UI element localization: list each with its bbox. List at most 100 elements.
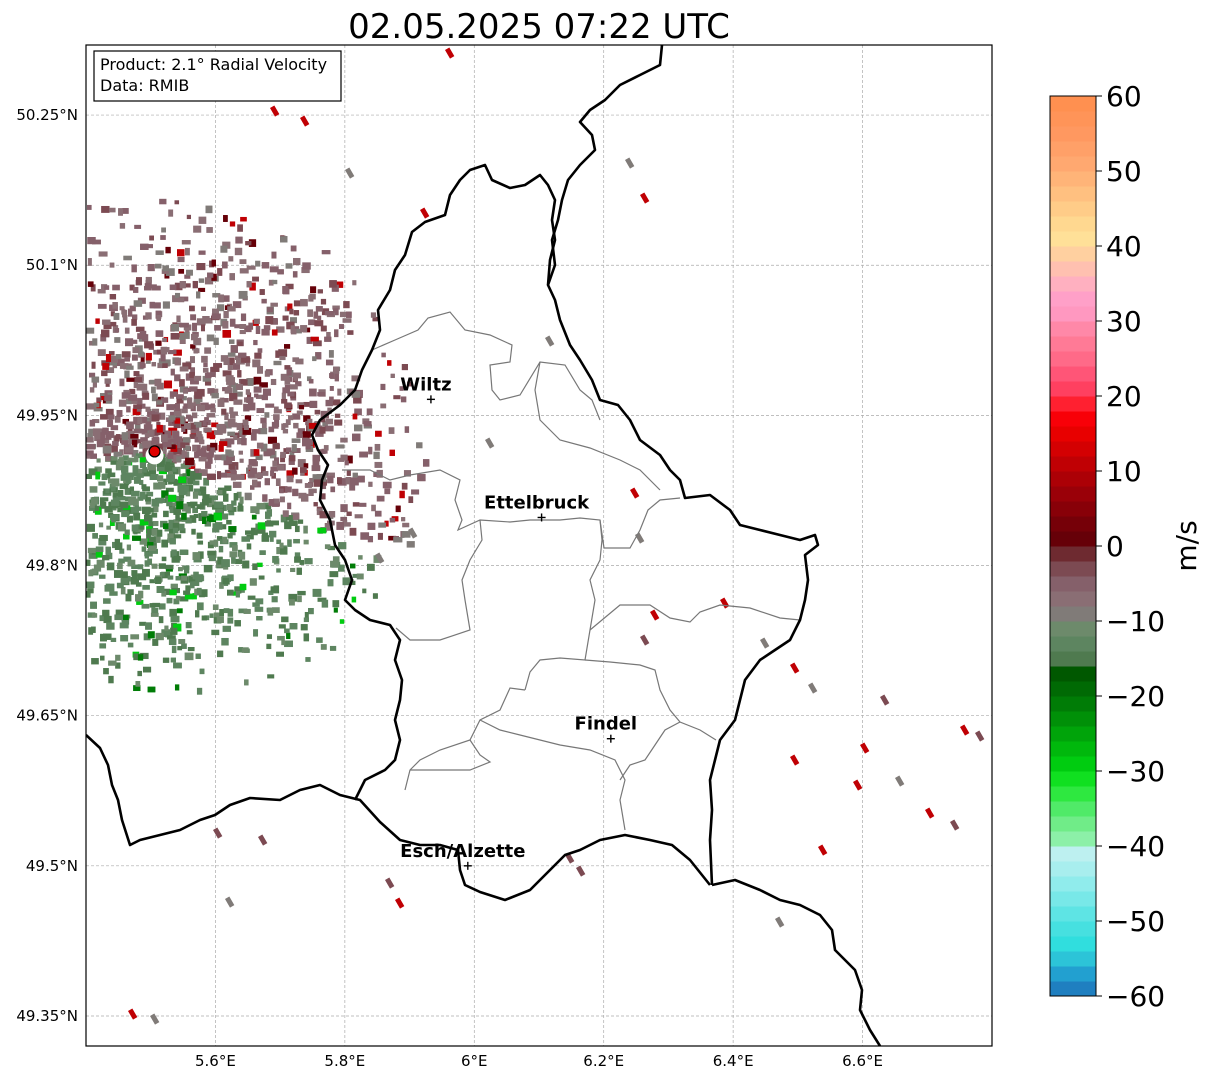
- velocity-cell: [382, 481, 392, 489]
- velocity-cell: [367, 522, 376, 530]
- velocity-cell: [136, 473, 144, 478]
- velocity-cell: [144, 552, 149, 559]
- velocity-cell: [100, 655, 105, 661]
- axis-ticks: 5.6°E 5.8°E 6°E 6.2°E 6.4°E 6.6°E 50.25°N 50.1°…: [16, 106, 883, 1070]
- velocity-cell: [203, 427, 212, 433]
- velocity-cell: [184, 274, 191, 279]
- velocity-cell: [259, 289, 265, 295]
- velocity-cell: [252, 276, 259, 282]
- velocity-cell: [156, 460, 165, 467]
- velocity-cell: [155, 576, 162, 584]
- velocity-cell: [172, 623, 182, 632]
- velocity-cell: [279, 542, 284, 549]
- velocity-cell: [108, 675, 114, 684]
- colorbar-segment: [1050, 426, 1096, 442]
- velocity-cell: [99, 534, 108, 541]
- velocity-cell: [159, 430, 164, 435]
- velocity-cell: [156, 586, 165, 593]
- colorbar-segment: [1050, 756, 1096, 772]
- velocity-cell: [124, 529, 130, 535]
- colorbar-segment: [1050, 486, 1096, 502]
- velocity-cell: [256, 442, 264, 449]
- velocity-cell: [168, 415, 176, 421]
- velocity-cell: [390, 373, 395, 378]
- velocity-cell: [133, 476, 141, 484]
- colorbar-tick-label: 20: [1106, 380, 1142, 413]
- velocity-cell: [343, 301, 350, 309]
- velocity-cell: [224, 412, 229, 421]
- velocity-cell: [145, 417, 152, 424]
- velocity-cell: [265, 521, 274, 527]
- velocity-cell: [225, 375, 234, 382]
- velocity-cell: [182, 503, 188, 512]
- velocity-cell: [219, 441, 228, 446]
- velocity-cell: [337, 478, 347, 486]
- velocity-cell: [176, 397, 184, 404]
- velocity-cell: [126, 430, 135, 438]
- velocity-cell: [384, 520, 389, 527]
- velocity-cell: [336, 521, 345, 530]
- velocity-cell: [163, 510, 169, 518]
- velocity-cell: [116, 496, 126, 501]
- velocity-cell: [278, 624, 286, 629]
- velocity-cell: [338, 324, 344, 329]
- velocity-cell: [342, 520, 348, 527]
- velocity-cell: [147, 686, 156, 693]
- velocity-cell: [330, 560, 339, 568]
- velocity-cell: [95, 546, 104, 553]
- velocity-cell: [296, 410, 303, 415]
- velocity-cell: [105, 488, 110, 494]
- velocity-cell: [134, 506, 142, 511]
- velocity-cell: [160, 346, 168, 355]
- velocity-cell: [270, 378, 277, 386]
- velocity-cell: [126, 515, 133, 523]
- velocity-cell: [233, 399, 243, 405]
- velocity-cell: [196, 587, 202, 596]
- velocity-cell: [253, 449, 260, 456]
- velocity-cell: [192, 445, 198, 452]
- velocity-cell: [340, 504, 348, 513]
- velocity-cell: [206, 515, 212, 522]
- velocity-cell: [228, 256, 234, 262]
- velocity-cell: [229, 221, 236, 227]
- velocity-cell: [286, 632, 291, 640]
- velocity-cell: [284, 628, 290, 634]
- velocity-cell: [175, 403, 180, 411]
- colorbar-segment: [1050, 951, 1096, 967]
- velocity-cell: [120, 460, 129, 466]
- velocity-cell: [254, 352, 262, 359]
- velocity-cell: [335, 444, 345, 449]
- velocity-cell: [161, 629, 171, 637]
- velocity-cell: [112, 363, 118, 369]
- velocity-cell: [138, 524, 145, 530]
- velocity-cell: [401, 482, 408, 490]
- velocity-cell: [272, 279, 278, 285]
- velocity-cell: [485, 437, 495, 449]
- velocity-cell: [300, 624, 308, 631]
- velocity-cell: [146, 421, 151, 428]
- velocity-cell: [118, 399, 127, 407]
- velocity-cell: [100, 432, 106, 441]
- velocity-cell: [280, 455, 286, 463]
- velocity-cell: [315, 352, 322, 360]
- velocity-cell: [349, 477, 359, 486]
- velocity-cell: [282, 315, 289, 321]
- velocity-cell: [255, 326, 261, 334]
- velocity-cell: [319, 426, 326, 434]
- velocity-cell: [309, 400, 318, 409]
- velocity-cell: [144, 341, 154, 349]
- velocity-cell: [184, 593, 194, 600]
- velocity-cell: [374, 443, 381, 451]
- velocity-cell: [308, 319, 316, 326]
- velocity-cell: [268, 590, 274, 595]
- velocity-cell: [205, 205, 213, 214]
- velocity-cell: [246, 281, 252, 288]
- lon-tick-label: 5.8°E: [324, 1052, 365, 1070]
- velocity-cell: [389, 517, 396, 523]
- velocity-cell: [640, 192, 650, 204]
- velocity-cell: [329, 571, 339, 578]
- velocity-cell: [324, 425, 334, 432]
- velocity-cell: [106, 431, 115, 438]
- velocity-cell: [282, 286, 289, 294]
- velocity-cell: [381, 352, 386, 358]
